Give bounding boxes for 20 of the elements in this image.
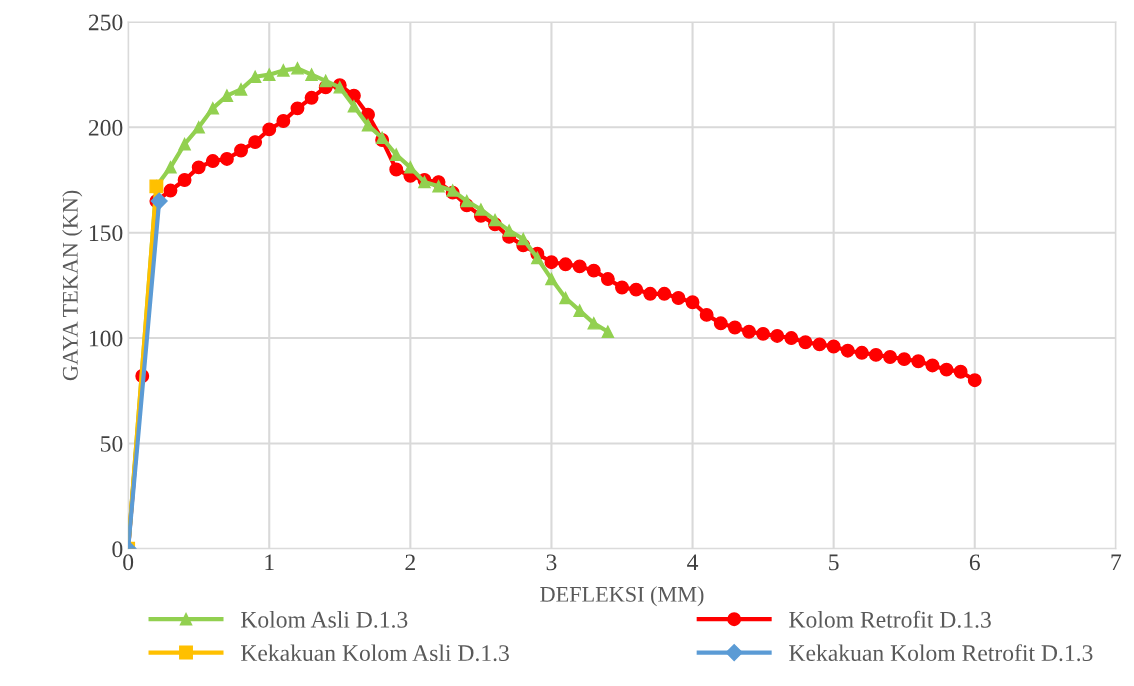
x-tick-label: 5 <box>829 554 839 571</box>
x-tick-label: 0 <box>123 554 134 571</box>
x-tick-label: 2 <box>405 554 415 571</box>
x-axis-title: DEFLEKSI (MM) <box>540 586 704 607</box>
x-tick-label: 3 <box>546 554 557 571</box>
x-tick-label: 4 <box>687 554 699 571</box>
y-tick-label: 0 <box>112 541 123 558</box>
x-tick-label: 6 <box>969 554 980 571</box>
y-tick-label: 150 <box>89 225 123 242</box>
y-tick-label: 200 <box>88 119 123 136</box>
legend-label: Kolom Asli D.1.3 <box>241 611 408 628</box>
x-tick-label: 7 <box>1111 554 1122 571</box>
y-axis-title: GAYA TEKAN (KN) <box>62 190 83 381</box>
x-tick-label: 1 <box>265 554 274 571</box>
legend-label: Kekakuan Kolom Retrofit D.1.3 <box>789 644 1093 662</box>
y-tick-label: 250 <box>88 14 123 31</box>
legend-label: Kolom Retrofit D.1.3 <box>789 610 991 628</box>
legend-label: Kekakuan Kolom Asli D.1.3 <box>241 644 509 662</box>
y-tick-label: 100 <box>89 330 123 347</box>
y-tick-label: 50 <box>101 435 123 452</box>
